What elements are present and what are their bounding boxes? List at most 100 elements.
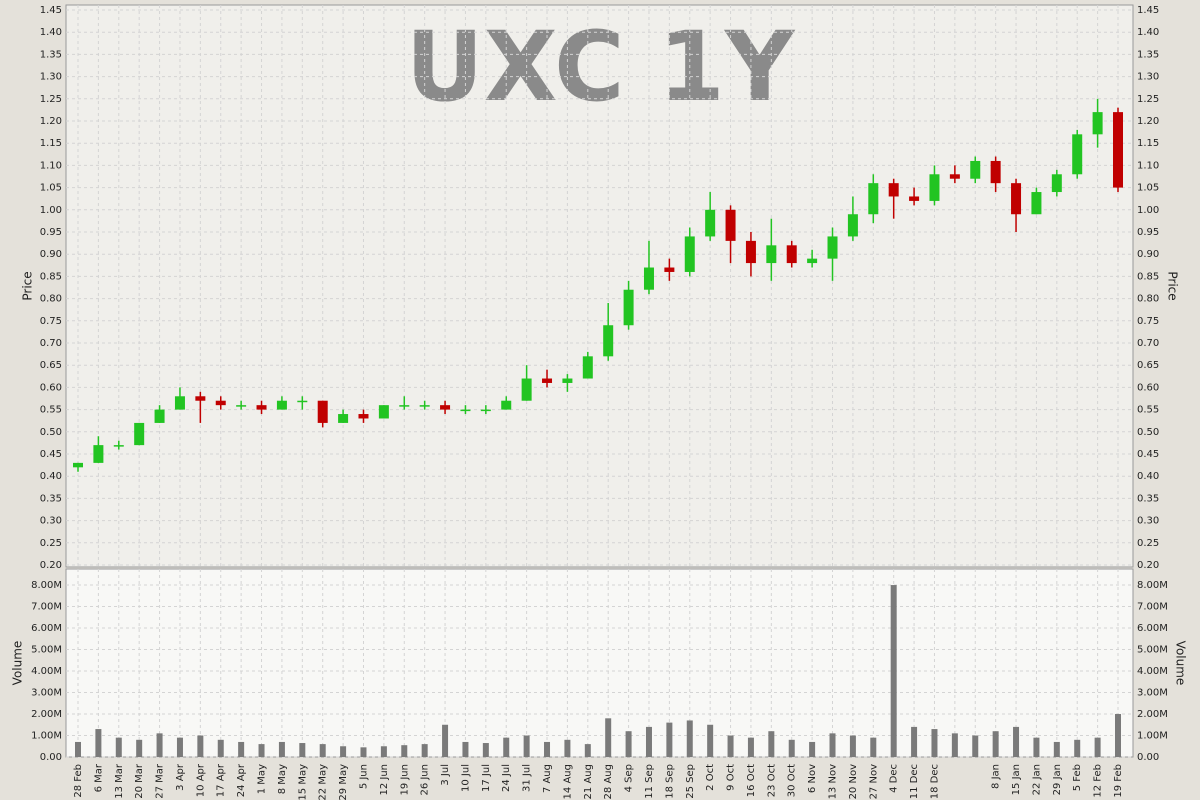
x-tick-label: 10 Jul bbox=[460, 764, 471, 792]
volume-tick-label-right: 3.00M bbox=[1137, 688, 1168, 699]
x-tick-label: 4 Sep bbox=[624, 764, 635, 792]
y-tick-label-right: 0.40 bbox=[1137, 471, 1159, 482]
x-tick-label: 7 Aug bbox=[542, 764, 553, 793]
volume-bar bbox=[482, 743, 489, 757]
candle-body bbox=[1031, 192, 1042, 215]
x-tick-label: 12 Feb bbox=[1093, 764, 1104, 798]
x-tick-label: 1 May bbox=[257, 764, 268, 794]
y-tick-label-right: 1.10 bbox=[1137, 160, 1159, 171]
y-tick-label: 1.05 bbox=[40, 183, 62, 194]
volume-bar bbox=[238, 741, 245, 757]
volume-bar bbox=[625, 731, 632, 757]
candle-body bbox=[480, 409, 491, 412]
y-tick-label-right: 0.25 bbox=[1137, 538, 1159, 549]
y-tick-label: 0.45 bbox=[40, 449, 62, 460]
candle-body bbox=[236, 405, 247, 407]
candle-body bbox=[378, 405, 389, 419]
candle-body bbox=[174, 396, 185, 410]
volume-tick-label: 2.00M bbox=[31, 709, 62, 720]
x-tick-label: 17 Apr bbox=[216, 763, 227, 797]
y-tick-label: 0.65 bbox=[40, 360, 62, 371]
x-tick-label: 28 Aug bbox=[603, 764, 614, 799]
candle-body bbox=[949, 174, 960, 179]
candle-body bbox=[399, 405, 410, 407]
volume-bar bbox=[176, 737, 183, 757]
volume-panel bbox=[65, 568, 1134, 758]
volume-tick-label: 4.00M bbox=[31, 666, 62, 677]
candle-body bbox=[419, 405, 430, 407]
volume-bar bbox=[136, 739, 143, 757]
y-tick-label-right: 1.15 bbox=[1137, 138, 1159, 149]
candle-body bbox=[276, 400, 287, 410]
volume-bar bbox=[75, 741, 81, 757]
x-tick-label: 26 Jun bbox=[420, 764, 431, 796]
x-tick-label: 5 Jun bbox=[358, 764, 369, 789]
x-tick-label: 14 Aug bbox=[562, 764, 573, 799]
volume-tick-label-right: 1.00M bbox=[1137, 731, 1168, 742]
x-tick-label: 28 Feb bbox=[73, 764, 84, 798]
candle-body bbox=[684, 236, 695, 272]
y-tick-label-right: 0.45 bbox=[1137, 449, 1159, 460]
x-tick-label: 17 Jul bbox=[481, 764, 492, 792]
x-tick-label: 29 May bbox=[338, 764, 349, 800]
volume-bar bbox=[360, 747, 367, 757]
y-tick-label: 1.00 bbox=[40, 205, 62, 216]
volume-tick-label: 1.00M bbox=[31, 731, 62, 742]
volume-bar bbox=[544, 741, 551, 757]
volume-bar bbox=[217, 739, 224, 757]
volume-bar bbox=[1074, 739, 1081, 757]
volume-bar bbox=[319, 744, 326, 757]
y-tick-label: 0.55 bbox=[40, 405, 62, 416]
volume-bar bbox=[870, 737, 877, 757]
y-tick-label: 1.20 bbox=[40, 116, 62, 127]
x-tick-label: 9 Oct bbox=[726, 764, 737, 791]
volume-bar bbox=[1013, 726, 1020, 757]
volume-bar bbox=[442, 724, 449, 757]
x-tick-label: 2 Oct bbox=[705, 764, 716, 791]
candle-body bbox=[1113, 112, 1123, 188]
x-tick-label: 19 Feb bbox=[1113, 764, 1124, 798]
x-tick-label: 20 Mar bbox=[134, 763, 145, 799]
volume-bar bbox=[727, 735, 734, 757]
y-tick-label: 0.50 bbox=[40, 427, 62, 438]
x-tick-label: 12 Jun bbox=[379, 764, 390, 796]
candle-body bbox=[154, 409, 165, 423]
candle-body bbox=[745, 240, 756, 264]
volume-tick-label: 0.00 bbox=[40, 752, 62, 763]
y-tick-label-right: 0.35 bbox=[1137, 493, 1159, 504]
y-tick-label: 1.10 bbox=[40, 160, 62, 171]
x-tick-label: 15 May bbox=[297, 764, 308, 800]
volume-bar bbox=[380, 746, 387, 757]
x-tick-label: 8 May bbox=[277, 764, 288, 794]
x-tick-label: 16 Oct bbox=[746, 764, 757, 797]
y-tick-label-right: 0.90 bbox=[1137, 249, 1159, 260]
candle-body bbox=[338, 414, 349, 423]
volume-tick-label: 3.00M bbox=[31, 688, 62, 699]
candle-body bbox=[705, 209, 716, 237]
y-tick-label: 1.35 bbox=[40, 49, 62, 60]
x-tick-label: 8 Jan bbox=[991, 764, 1002, 789]
candle-body bbox=[1011, 183, 1022, 215]
y-tick-label-right: 0.85 bbox=[1137, 271, 1159, 282]
y-tick-label: 0.35 bbox=[40, 493, 62, 504]
volume-bar bbox=[197, 735, 204, 757]
candle-body bbox=[909, 196, 920, 201]
y-tick-label: 1.30 bbox=[40, 72, 62, 83]
y-tick-label-right: 1.45 bbox=[1137, 5, 1159, 16]
y-tick-label-right: 1.40 bbox=[1137, 27, 1159, 38]
x-tick-label: 11 Sep bbox=[644, 764, 655, 799]
volume-bar bbox=[156, 733, 163, 757]
x-tick-label: 19 Jun bbox=[399, 764, 410, 796]
volume-bar bbox=[115, 737, 122, 757]
x-tick-label: 24 Apr bbox=[236, 763, 247, 797]
volume-bar bbox=[584, 744, 591, 757]
y-tick-label-right: 0.50 bbox=[1137, 427, 1159, 438]
volume-bar bbox=[686, 720, 693, 757]
candle-body bbox=[868, 183, 879, 215]
volume-bar bbox=[992, 731, 999, 757]
candle-body bbox=[643, 267, 654, 290]
candle-body bbox=[317, 400, 328, 423]
y-tick-label-right: 0.70 bbox=[1137, 338, 1159, 349]
volume-tick-label-right: 2.00M bbox=[1137, 709, 1168, 720]
volume-axis-label: Volume bbox=[11, 641, 25, 686]
